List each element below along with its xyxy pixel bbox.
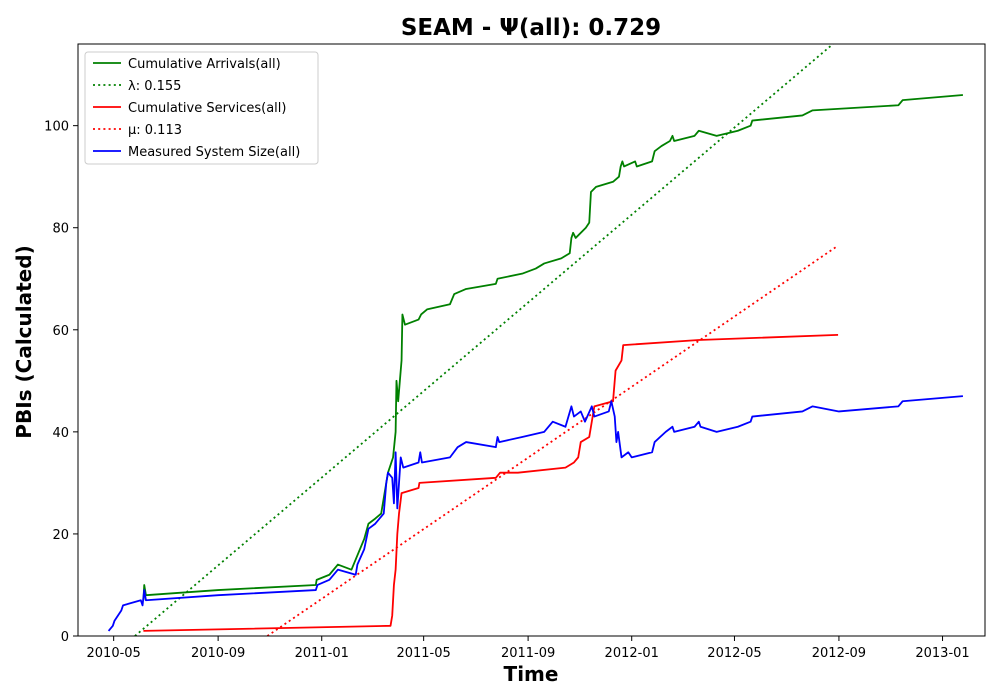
x-tick-label: 2010-09 (191, 646, 245, 661)
x-tick-label: 2013-01 (915, 646, 969, 661)
y-tick-label: 40 (52, 426, 69, 441)
legend-box (84, 51, 319, 165)
x-axis: 2010-05 2010-09 2011-01 2011-05 2011-09 2012-… (87, 636, 970, 661)
series-layer (107, 44, 963, 636)
chart-title: SEAM - Ψ(all): 0.729 (401, 15, 661, 41)
series-line-1 (134, 44, 834, 636)
y-tick-label: 100 (44, 120, 69, 135)
y-tick-label: 20 (52, 528, 69, 543)
x-tick-label: 2011-05 (396, 646, 450, 661)
x-tick-label: 2011-09 (501, 646, 555, 661)
x-tick-label: 2012-01 (605, 646, 659, 661)
legend-label-0: Cumulative Arrivals(all) (128, 57, 281, 72)
legend-label-4: Measured System Size(all) (128, 145, 300, 160)
x-tick-label: 2012-05 (707, 646, 761, 661)
legend-label-2: Cumulative Services(all) (128, 101, 286, 116)
y-tick-label: 80 (52, 222, 69, 237)
legend-label-1: λ: 0.155 (128, 79, 181, 94)
x-axis-label: Time (504, 662, 559, 686)
y-axis-label: PBIs (Calculated) (12, 245, 36, 438)
series-line-0 (142, 94, 963, 601)
x-tick-label: 2010-05 (87, 646, 141, 661)
y-tick-label: 60 (52, 324, 69, 339)
x-tick-label: 2012-09 (812, 646, 866, 661)
series-line-4 (107, 395, 963, 632)
plot-area-frame (77, 43, 986, 637)
x-tick-label: 2011-01 (295, 646, 349, 661)
series-line-2 (143, 334, 839, 632)
series-line-3 (266, 244, 839, 636)
legend: Cumulative Arrivals(all) λ: 0.155 Cumulati… (84, 51, 319, 165)
legend-label-3: μ: 0.113 (128, 123, 182, 138)
y-tick-label: 0 (61, 630, 69, 645)
y-axis: 0 20 40 60 80 100 (44, 120, 78, 645)
